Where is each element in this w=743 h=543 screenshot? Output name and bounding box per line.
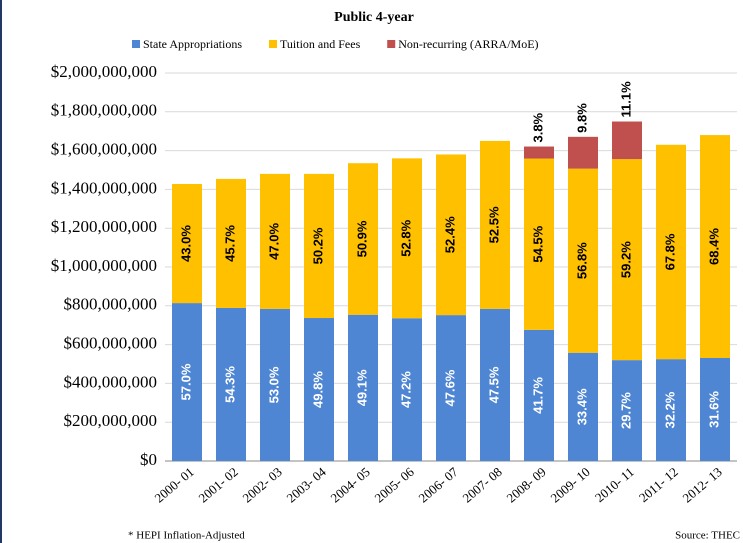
bar-segment <box>700 357 730 461</box>
segment-label: 54.5% <box>530 225 545 262</box>
bar-segment <box>260 173 290 309</box>
x-tick-label: 2010- 11 <box>592 464 637 505</box>
bar-segment <box>436 154 466 316</box>
y-tick-label: $2,000,000,000 <box>51 62 157 81</box>
x-tick-label: 2009- 10 <box>548 464 593 505</box>
segment-label: 3.8% <box>530 112 545 142</box>
legend-label: Non-recurring (ARRA/MoE) <box>398 37 538 51</box>
segment-label: 50.9% <box>354 220 369 257</box>
bar-segment <box>568 168 598 353</box>
segment-label: 52.4% <box>442 216 457 253</box>
x-tick-label: 2000- 01 <box>152 464 197 505</box>
bar-segment <box>612 159 642 361</box>
segment-label: 33.4% <box>574 388 589 425</box>
y-tick-label: $1,400,000,000 <box>51 178 157 197</box>
bar-segment <box>612 360 642 461</box>
bar-segment <box>172 303 202 461</box>
bar-segment <box>348 314 378 461</box>
x-tick-label: 2008- 09 <box>504 464 549 505</box>
segment-label: 47.2% <box>398 371 413 408</box>
x-tick-label: 2007- 08 <box>460 464 505 505</box>
footnote: * HEPI Inflation-Adjusted <box>128 530 245 542</box>
segment-label: 49.1% <box>354 369 369 406</box>
segment-label: 41.7% <box>530 377 545 414</box>
segment-label: 32.2% <box>662 391 677 428</box>
bar-segment <box>524 329 554 461</box>
x-tick-label: 2002- 03 <box>240 464 285 505</box>
x-tick-label: 2012- 13 <box>680 464 725 505</box>
legend-swatch <box>132 40 140 48</box>
source: Source: THEC <box>675 530 740 542</box>
legend-label: State Appropriations <box>143 37 242 51</box>
bar-segment <box>568 136 598 169</box>
segment-label: 59.2% <box>618 241 633 278</box>
segment-label: 45.7% <box>222 225 237 262</box>
bar-segment <box>656 144 686 360</box>
bar-segment <box>216 307 246 461</box>
x-tick-label: 2001- 02 <box>196 464 241 505</box>
bar-segment <box>436 315 466 461</box>
bar-segment <box>524 146 554 159</box>
bar-segment <box>480 140 510 309</box>
y-tick-label: $600,000,000 <box>64 334 158 353</box>
segment-label: 47.6% <box>442 369 457 406</box>
y-tick-label: $200,000,000 <box>64 411 158 430</box>
y-tick-label: $1,200,000,000 <box>51 217 157 236</box>
segment-label: 54.3% <box>222 366 237 403</box>
y-tick-label: $0 <box>140 450 157 469</box>
segment-label: 47.5% <box>486 366 501 403</box>
x-tick-label: 2004- 05 <box>328 464 373 505</box>
bar-segment <box>304 318 334 461</box>
x-tick-label: 2003- 04 <box>284 464 330 506</box>
segment-label: 53.0% <box>266 366 281 403</box>
segment-label: 9.8% <box>574 103 589 133</box>
bar-segment <box>392 318 422 461</box>
y-tick-label: $800,000,000 <box>64 295 158 314</box>
segment-label: 49.8% <box>310 371 325 408</box>
x-tick-label: 2011- 12 <box>636 464 681 505</box>
legend-label: Tuition and Fees <box>280 37 361 51</box>
bar-segment <box>480 308 510 461</box>
x-tick-label: 2006- 07 <box>416 464 462 506</box>
x-tick-label: 2005- 06 <box>372 464 418 506</box>
bar-segment <box>348 163 378 315</box>
legend-swatch <box>269 40 277 48</box>
segment-label: 29.7% <box>618 392 633 429</box>
bar-segment <box>172 183 202 304</box>
bar-segment <box>612 121 642 160</box>
segment-label: 11.1% <box>618 81 633 118</box>
segment-label: 57.0% <box>178 363 193 400</box>
chart-title: Public 4-year <box>334 10 414 25</box>
segment-label: 52.5% <box>486 206 501 243</box>
y-tick-label: $1,800,000,000 <box>51 101 157 120</box>
segment-label: 31.6% <box>706 391 721 428</box>
segment-label: 43.0% <box>178 225 193 262</box>
segment-label: 52.8% <box>398 219 413 256</box>
bar-segment <box>524 158 554 330</box>
segment-label: 68.4% <box>706 228 721 265</box>
bar-segment <box>392 158 422 319</box>
bar-segment <box>260 308 290 461</box>
legend-swatch <box>387 40 396 48</box>
y-tick-label: $1,600,000,000 <box>51 140 157 159</box>
segment-label: 50.2% <box>310 227 325 264</box>
y-tick-label: $1,000,000,000 <box>51 256 157 275</box>
bar-segment <box>700 135 730 358</box>
bar-segment <box>216 178 246 308</box>
bar-segment <box>304 173 334 319</box>
bar-segment <box>568 352 598 461</box>
bar-segment <box>656 359 686 461</box>
segment-label: 67.8% <box>662 233 677 270</box>
segment-label: 56.8% <box>574 242 589 279</box>
y-tick-label: $400,000,000 <box>64 372 158 391</box>
segment-label: 47.0% <box>266 223 281 260</box>
